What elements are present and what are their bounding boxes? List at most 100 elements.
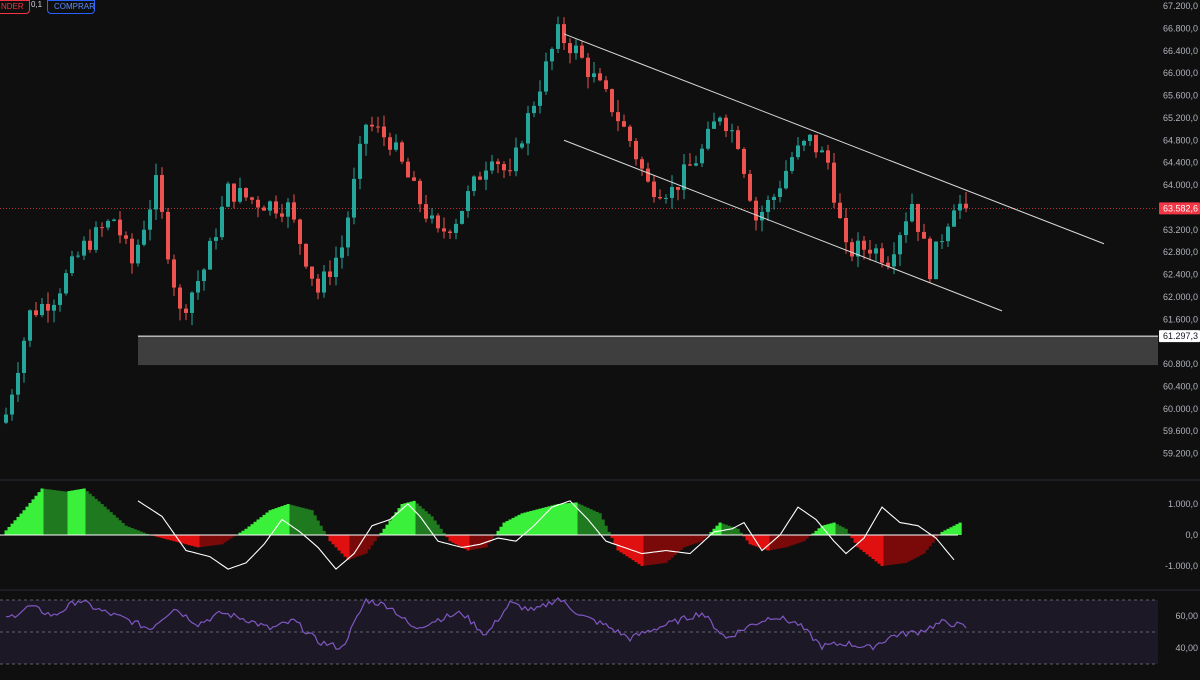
candle-body [568, 43, 572, 54]
candle-body [124, 235, 128, 239]
sell-button[interactable]: NDER [0, 0, 30, 14]
oscillator-bar [808, 535, 812, 537]
oscillator-bar [568, 502, 572, 535]
candle-body [934, 241, 938, 280]
candle-body [412, 177, 416, 181]
candle-body [88, 240, 92, 250]
oscillator-bar [184, 535, 188, 545]
oscillator-bar [199, 535, 203, 548]
candle-body [886, 262, 890, 267]
candle-body [370, 124, 374, 127]
candle-body [508, 170, 512, 172]
candle-body [400, 142, 404, 162]
order-quantity[interactable]: 0,1 [31, 0, 43, 9]
oscillator-tick-label: -1.000,0 [1165, 561, 1198, 571]
oscillator-bar [217, 535, 221, 545]
candle-body [418, 180, 422, 205]
candle-body [244, 188, 248, 198]
oscillator-bar [538, 508, 542, 535]
candle-body [424, 204, 428, 219]
oscillator-bar [757, 535, 761, 548]
price-tick-label: 64.000,0 [1163, 180, 1198, 190]
oscillator-bar [304, 508, 308, 535]
oscillator-bar [187, 535, 191, 546]
oscillator-bar [337, 535, 341, 551]
oscillator-bar [451, 535, 455, 543]
trend-channel[interactable] [563, 33, 1105, 312]
oscillator-bar [793, 535, 797, 545]
candle-body [112, 219, 116, 221]
oscillator-bar [160, 535, 164, 539]
oscillator-bar [88, 493, 92, 535]
oscillator-bar [649, 535, 653, 565]
oscillator-bar [715, 525, 719, 535]
candle-body [928, 238, 932, 280]
last-price-tag [1159, 202, 1200, 215]
candle-body [736, 130, 740, 149]
rsi-tick-label: 60,00 [1175, 611, 1198, 621]
oscillator-bar [271, 509, 275, 535]
oscillator-bar [667, 535, 671, 561]
candle-body [598, 73, 602, 81]
price-tick-label: 66.000,0 [1163, 68, 1198, 78]
oscillator-bar [226, 535, 230, 541]
candle-body [448, 231, 452, 233]
oscillator-bar [958, 522, 962, 535]
oscillator-bar [910, 535, 914, 560]
oscillator-bar [520, 513, 524, 535]
oscillator-bar [481, 535, 485, 548]
rsi-line [5, 596, 967, 651]
candle-body [868, 249, 872, 254]
oscillator-bar [22, 510, 26, 535]
oscillator-bar [412, 500, 416, 535]
oscillator-bar [565, 503, 569, 535]
oscillator-bar [490, 535, 494, 540]
candle-body [214, 237, 218, 241]
price-tick-label: 63.200,0 [1163, 225, 1198, 235]
oscillator-bar [64, 491, 68, 535]
oscillator-bar [487, 535, 491, 544]
candle-body [856, 240, 860, 257]
candle-body [238, 188, 242, 202]
oscillator-bar [796, 535, 800, 544]
price-tick-label: 59.200,0 [1163, 449, 1198, 459]
candle-body [658, 197, 662, 199]
buy-button[interactable]: COMPRAR [47, 0, 95, 14]
candle-body [202, 269, 206, 282]
candle-body [628, 126, 632, 142]
oscillator-bar [916, 535, 920, 557]
oscillator-bar [874, 535, 878, 562]
oscillator-bar [544, 507, 548, 535]
oscillator-bar [166, 535, 170, 540]
oscillator-bar [40, 488, 44, 535]
oscillator-bar [679, 535, 683, 550]
oscillator-bar [352, 535, 356, 558]
candle-body [730, 130, 734, 132]
oscillator-bar [142, 532, 146, 535]
candle-body [526, 113, 530, 144]
oscillator-bar [25, 506, 29, 535]
candle-body [688, 164, 692, 166]
oscillator-bar [439, 528, 443, 535]
candle-body [220, 206, 224, 238]
support-zone-box [138, 336, 1158, 366]
candle-body [472, 176, 476, 192]
candle-body [328, 271, 332, 277]
oscillator-bar [574, 502, 578, 535]
oscillator-bar [592, 510, 596, 535]
oscillator-bar [739, 532, 743, 535]
candle-body [838, 202, 842, 219]
oscillator-bar [196, 535, 200, 548]
candle-body [694, 163, 698, 166]
price-tick-label: 62.000,0 [1163, 292, 1198, 302]
candle-body [160, 175, 164, 212]
candle-body [310, 266, 314, 279]
oscillator-bar [817, 528, 821, 535]
oscillator-bar [904, 535, 908, 563]
oscillator-bar [532, 510, 536, 535]
oscillator-bar [778, 535, 782, 549]
oscillator-bar [760, 535, 764, 549]
candle-body [634, 141, 638, 160]
